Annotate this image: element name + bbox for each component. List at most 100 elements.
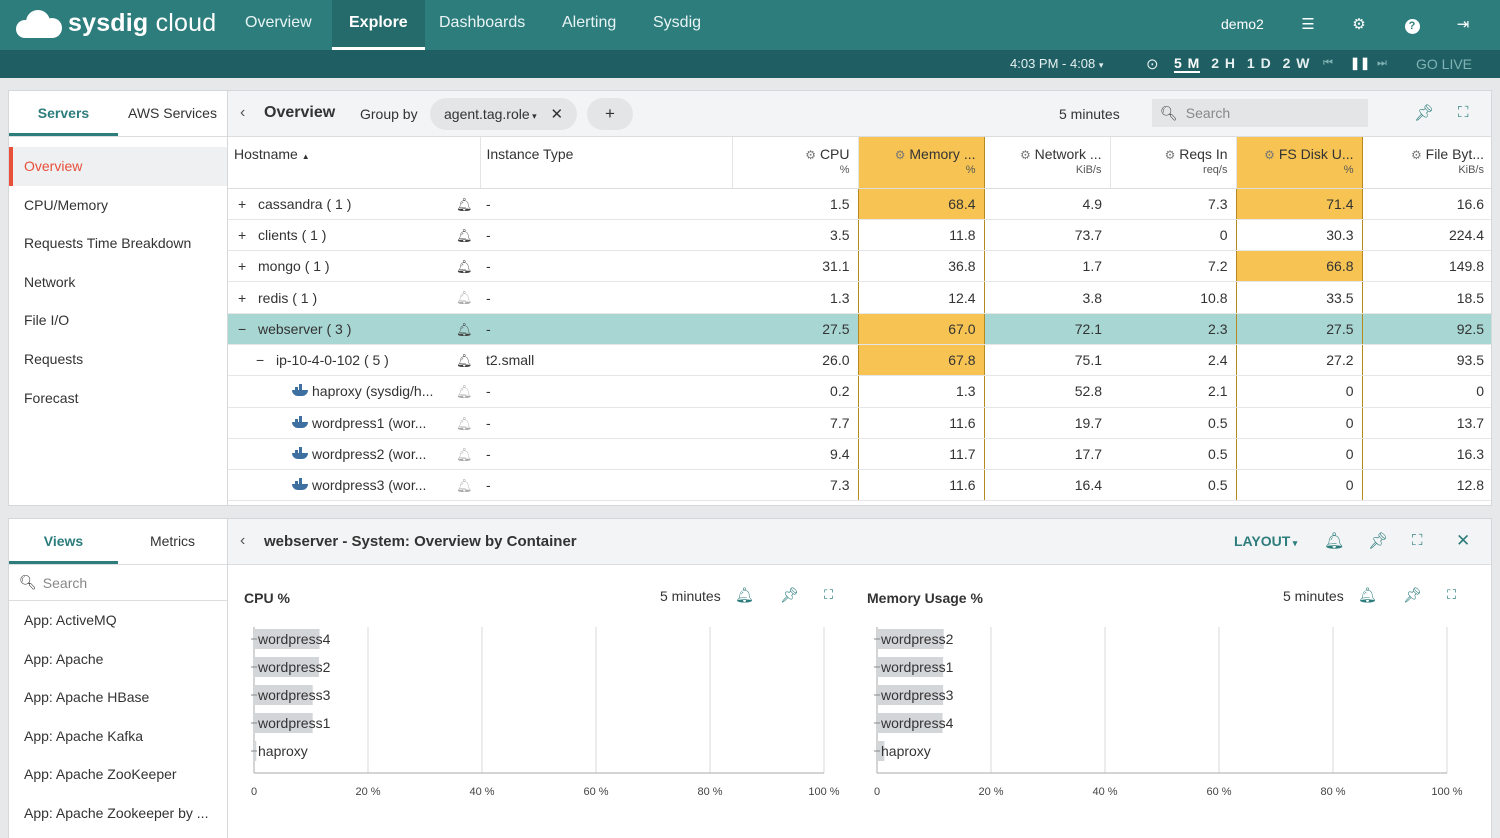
- alert-bell-icon[interactable]: 🔔︎: [456, 446, 473, 462]
- sidebar-item-overview[interactable]: Overview: [9, 147, 227, 186]
- chart-alert-icon[interactable]: 🔔︎: [735, 587, 755, 604]
- expand-toggle-icon[interactable]: +: [238, 289, 247, 306]
- layout-dropdown[interactable]: LAYOUT ▾: [1234, 533, 1298, 549]
- table-row[interactable]: haproxy (sysdig/h... 🔔︎ -0.2 1.3 52.8 2.1 0 0: [228, 375, 1491, 408]
- nav-tab-dashboards[interactable]: Dashboards: [439, 14, 526, 31]
- window-2w[interactable]: 2 W: [1282, 55, 1311, 71]
- alert-bell-icon[interactable]: 🔔︎: [456, 321, 473, 337]
- cell-net: 52.8: [984, 375, 1110, 408]
- chart-category-label: haproxy: [881, 743, 931, 759]
- column-fs-disk[interactable]: ⚙ FS Disk U...%: [1235, 137, 1363, 189]
- view-list-item[interactable]: App: Apache: [24, 650, 104, 667]
- expand-toggle-icon[interactable]: +: [238, 258, 247, 275]
- expand-toggle-icon[interactable]: −: [256, 352, 265, 369]
- settings-gear-icon[interactable]: ⚙: [1352, 16, 1366, 33]
- table-search[interactable]: 🔍︎: [1152, 99, 1368, 127]
- cell-disk: 0: [1235, 438, 1363, 471]
- table-row[interactable]: + clients ( 1 ) 🔔︎ -3.5 11.8 73.7 0 30.3 224.4: [228, 219, 1491, 252]
- chart-pin-icon[interactable]: 📌︎: [1403, 587, 1423, 604]
- table-search-input[interactable]: [1185, 105, 1366, 121]
- alert-bell-icon[interactable]: 🔔︎: [456, 259, 473, 275]
- sidebar-item-requests-time-breakdown[interactable]: Requests Time Breakdown: [24, 235, 192, 252]
- group-by-value[interactable]: agent.tag.role: [444, 106, 530, 122]
- table-row[interactable]: wordpress3 (wor... 🔔︎ -7.3 11.6 16.4 0.5 0 12.8: [228, 469, 1491, 502]
- sidebar-item-file-io[interactable]: File I/O: [24, 312, 70, 329]
- tab-metrics[interactable]: Metrics: [149, 533, 196, 549]
- alert-bell-icon[interactable]: 🔔︎: [456, 478, 473, 494]
- column-cpu[interactable]: ⚙ CPU%: [732, 137, 859, 189]
- logout-icon[interactable]: ⇥: [1456, 16, 1470, 33]
- nav-tab-alerting[interactable]: Alerting: [562, 14, 617, 31]
- go-live-button[interactable]: GO LIVE: [1416, 56, 1473, 72]
- table-row[interactable]: + mongo ( 1 ) 🔔︎ -31.1 36.8 1.7 7.2 66.8 149.8: [228, 250, 1491, 283]
- tab-views[interactable]: Views: [9, 519, 118, 564]
- close-icon[interactable]: ✕: [1456, 531, 1471, 550]
- sidebar-item-network[interactable]: Network: [24, 273, 76, 290]
- window-1d[interactable]: 1 D: [1246, 55, 1272, 71]
- alert-bell-icon[interactable]: 🔔︎: [456, 290, 473, 306]
- cell-file: 93.5: [1362, 344, 1491, 377]
- alert-bell-icon[interactable]: 🔔︎: [456, 415, 473, 431]
- view-list-item[interactable]: App: Apache Kafka: [24, 727, 144, 744]
- table-row[interactable]: wordpress2 (wor... 🔔︎ -9.4 11.7 17.7 0.5 0 16.3: [228, 438, 1491, 471]
- target-icon[interactable]: ⊙: [1146, 56, 1159, 73]
- view-list-item[interactable]: App: Apache Zookeeper by ...: [24, 804, 209, 821]
- group-by-chip[interactable]: agent.tag.role ▾ ✕: [430, 98, 578, 130]
- expand-toggle-icon[interactable]: −: [238, 320, 247, 337]
- back-chevron-icon[interactable]: ‹: [240, 532, 246, 549]
- view-list-item[interactable]: App: Apache ZooKeeper: [24, 766, 177, 783]
- add-group-button[interactable]: +: [587, 98, 633, 130]
- sidebar-item-requests[interactable]: Requests: [24, 350, 84, 367]
- view-list-item[interactable]: App: ActiveMQ: [24, 612, 117, 628]
- user-name[interactable]: demo2: [1221, 16, 1264, 32]
- nav-tab-overview[interactable]: Overview: [245, 14, 312, 31]
- nav-tab-explore[interactable]: Explore: [332, 0, 425, 50]
- column-reqs-in[interactable]: ⚙ Reqs In req/s: [1110, 137, 1237, 189]
- table-row[interactable]: − ip-10-4-0-102 ( 5 ) 🔔︎ t2.small 26.0 67.8 75…: [228, 344, 1491, 377]
- sidebar-item-cpu-memory[interactable]: CPU/Memory: [24, 196, 109, 213]
- expand-toggle-icon[interactable]: +: [238, 195, 247, 212]
- table-row[interactable]: + cassandra ( 1 ) 🔔︎ -1.5 68.4 4.9 7.3 71.4 16.6: [228, 188, 1491, 220]
- nav-tab-sysdig[interactable]: Sysdig: [653, 14, 702, 31]
- column-memory[interactable]: ⚙ Memory ...%: [857, 137, 985, 189]
- chart-alert-icon[interactable]: 🔔︎: [1358, 587, 1378, 604]
- pause-icon[interactable]: ❚❚: [1350, 56, 1371, 70]
- fullscreen-icon[interactable]: ⛶: [1458, 104, 1469, 121]
- column-file-bytes[interactable]: ⚙ File Byt... KiB/s: [1362, 137, 1491, 189]
- pin-icon[interactable]: 📌︎: [1414, 105, 1435, 122]
- table-row[interactable]: wordpress1 (wor... 🔔︎ -7.7 11.6 19.7 0.5 0 13.7: [228, 407, 1491, 439]
- alert-bell-icon[interactable]: 🔔︎: [456, 352, 473, 368]
- expand-toggle-icon[interactable]: +: [238, 226, 247, 243]
- fullscreen-icon[interactable]: ⛶: [1412, 532, 1423, 549]
- alert-bell-icon[interactable]: 🔔︎: [456, 384, 473, 400]
- chart-fullscreen-icon[interactable]: ⛶: [1447, 587, 1457, 602]
- chart-tick-label: 40 %: [469, 786, 494, 798]
- window-5m[interactable]: 5 M: [1174, 55, 1201, 73]
- alert-bell-icon[interactable]: 🔔︎: [456, 196, 473, 212]
- help-icon[interactable]: ?: [1400, 13, 1424, 37]
- sysdig-logo[interactable]: sysdig cloud: [14, 8, 216, 38]
- pin-icon[interactable]: 📌︎: [1368, 533, 1389, 550]
- column-hostname[interactable]: Hostname ▲: [228, 137, 481, 189]
- chart-fullscreen-icon[interactable]: ⛶: [824, 587, 834, 602]
- tab-servers[interactable]: Servers: [9, 91, 118, 136]
- table-row[interactable]: + redis ( 1 ) 🔔︎ -1.3 12.4 3.8 10.8 33.5 18.5: [228, 281, 1491, 314]
- skip-back-icon[interactable]: ⏮: [1323, 57, 1333, 69]
- table-row[interactable]: − webserver ( 3 ) 🔔︎ -27.5 67.0 72.1 2.3 27.5 92…: [228, 313, 1491, 345]
- view-list-item[interactable]: App: Apache HBase: [24, 689, 150, 706]
- alert-bell-icon[interactable]: 🔔︎: [456, 227, 473, 243]
- column-instance-type[interactable]: Instance Type: [480, 137, 733, 189]
- tab-aws-services[interactable]: AWS Services: [128, 105, 217, 121]
- add-alert-icon[interactable]: 🔔︎: [1324, 533, 1345, 550]
- back-chevron-icon[interactable]: ‹: [240, 104, 246, 121]
- cell-net: 19.7: [984, 407, 1110, 439]
- column-network[interactable]: ⚙ Network ... KiB/s: [984, 137, 1111, 189]
- time-range-dropdown[interactable]: 4:03 PM - 4:08 ▾: [1010, 56, 1104, 71]
- chart-pin-icon[interactable]: 📌︎: [780, 587, 800, 604]
- views-search-input[interactable]: [42, 574, 213, 591]
- remove-group-icon[interactable]: ✕: [550, 106, 564, 123]
- skip-forward-icon[interactable]: ⏭: [1377, 57, 1387, 69]
- window-2h[interactable]: 2 H: [1211, 55, 1237, 71]
- list-icon[interactable]: ☰: [1301, 16, 1315, 33]
- sidebar-item-forecast[interactable]: Forecast: [24, 389, 79, 406]
